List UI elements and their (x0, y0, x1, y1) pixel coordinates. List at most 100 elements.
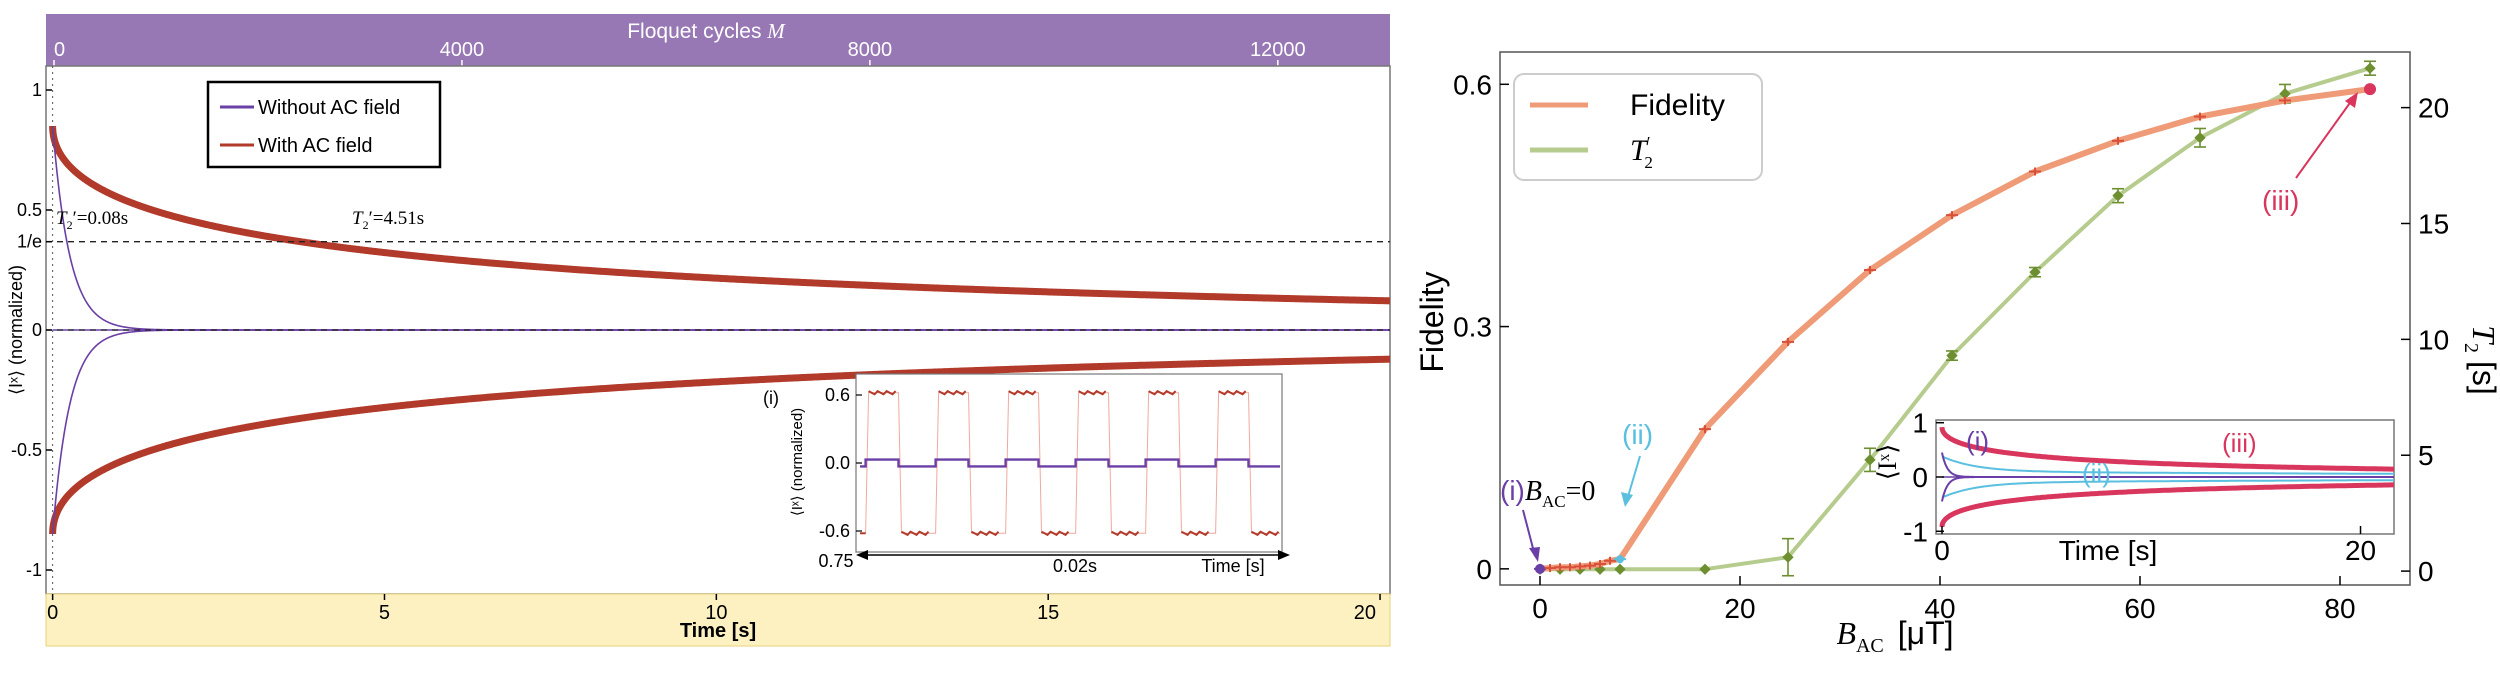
y-axis-tick-label: 0.6 (1453, 69, 1492, 100)
inset-with-ac-low (971, 530, 1000, 537)
right-inset-label-ii: (ii) (2082, 458, 2111, 488)
y-axis-tick-label: 0.3 (1453, 312, 1492, 343)
x-axis-tick-label: 0 (1532, 593, 1548, 624)
x-axis-tick-label: 20 (1354, 602, 1376, 624)
legend-label-fidelity: Fidelity (1630, 89, 1725, 122)
t2-point (2112, 190, 2124, 202)
top-axis-tick-label: 0 (54, 39, 65, 61)
inset-with-ac-high (1008, 389, 1037, 396)
left-inset-y-label: ⟨Iˣ⟩ (normalized) (789, 408, 806, 516)
legend-label-t2: T′ 2 (1630, 133, 1653, 172)
left-inset-arrow-right (1278, 550, 1290, 560)
top-axis-tick-label: 12000 (1250, 39, 1306, 61)
inset-with-ac-high (1218, 389, 1247, 396)
inset-y-tick-label: 0 (1912, 462, 1928, 493)
left-x-axis-label: Time [s] (680, 620, 756, 642)
left-chart: Floquet cycles M 0 4000 8000 12000 1 0.5 1/e 0… (6, 14, 1391, 647)
inset-y-tick-label: 1 (1912, 408, 1928, 439)
inset-curve-ii-negative (1941, 479, 2394, 499)
inset-y-tick-label: -1 (1903, 516, 1928, 547)
annotation-i-bac0: (i)BAC=0 (1500, 475, 1595, 511)
x-axis-tick-label: 20 (1724, 593, 1755, 624)
t2-point (1782, 551, 1794, 563)
left-legend: Without AC field With AC field (206, 80, 442, 169)
t2-point (1699, 563, 1711, 575)
y2-axis-tick-label: 0 (2418, 556, 2434, 587)
top-axis-tick-label: 4000 (440, 39, 485, 61)
y2-axis-tick-label: 15 (2418, 208, 2449, 239)
inset-with-ac-high (868, 389, 897, 396)
t2-point (1864, 454, 1876, 466)
inset-x-tick-label: 20 (2345, 535, 2376, 566)
y2-axis-tick-label: 10 (2418, 324, 2449, 355)
legend-label-with: With AC field (258, 135, 372, 157)
right-annotations: (i)BAC=0 (ii) (iii) (1500, 92, 2358, 562)
right-y2-axis-label: T2[s] (2460, 325, 2500, 395)
inset-y-tick-label: 0.6 (825, 385, 850, 405)
right-inset-x-label: Time [s] (2059, 535, 2158, 566)
marker-iii (2364, 83, 2376, 96)
annotation-iii: (iii) (2262, 185, 2299, 216)
inset-with-ac-high (1078, 389, 1107, 396)
with-ac-curve-negative (49, 355, 1390, 536)
x-axis-tick-label: 60 (2124, 593, 2155, 624)
right-y-axis-label: Fidelity (1414, 271, 1450, 372)
y-axis-tick-label: 1 (32, 80, 42, 100)
top-axis-band (46, 14, 1390, 66)
inset-with-ac-low (901, 530, 930, 537)
y-axis-tick-label: 0 (32, 320, 42, 340)
annotation-ii: (ii) (1622, 419, 1653, 450)
y-axis-tick-label: 0 (1476, 554, 1492, 585)
annotation-iii-arrowhead (2345, 92, 2358, 108)
t2-point (1946, 349, 1958, 362)
inset-curve-iii-positive (1939, 426, 2394, 472)
left-inset: (i) 0.6 0.0 -0.6 ⟨Iˣ⟩ (normalized) 0.75 0.… (763, 373, 1290, 576)
x-axis-tick-label: 80 (2324, 593, 2355, 624)
t2-point (2364, 62, 2376, 74)
y2-axis-tick-label: 20 (2418, 93, 2449, 124)
top-axis-tick-label: 8000 (848, 39, 893, 61)
right-legend: Fidelity T′ 2 (1513, 73, 1763, 181)
top-axis-title: Floquet cycles M (627, 19, 786, 43)
legend-label-without: Without AC field (258, 97, 400, 119)
y-axis-tick-label: 1/e (17, 232, 42, 252)
y-axis-tick-label: 0.5 (17, 200, 42, 220)
x-axis-tick-label: 0 (47, 602, 58, 624)
annotation-iii-arrow (2295, 99, 2353, 179)
t2-point (1614, 563, 1626, 575)
left-inset-frame (855, 373, 1283, 553)
bottom-axis-band (45, 593, 1391, 647)
left-y-axis-label: ⟨Iˣ⟩ (normalized) (6, 265, 26, 395)
y-axis-tick-label: -1 (26, 560, 42, 580)
left-inset-x-label: Time [s] (1201, 556, 1264, 576)
marker-ii (1616, 555, 1624, 564)
t2-point (2279, 88, 2291, 100)
t2-annotation-with: T2′=4.51s (352, 208, 424, 232)
left-inset-arrow-left (856, 550, 868, 560)
x-axis-tick-label: 10 (705, 602, 727, 624)
inset-with-ac-low (1041, 530, 1070, 537)
inset-y-tick-label: -0.6 (819, 521, 850, 541)
inset-with-ac-low (1111, 530, 1140, 537)
inset-without-ac-signal (860, 458, 1280, 468)
left-inset-x-start: 0.75 (818, 551, 853, 571)
marker-i (1535, 563, 1545, 574)
right-x-axis-label: BAC [μT] (1836, 615, 1953, 657)
annotation-i-arrowhead (1529, 547, 1540, 562)
x-axis-tick-label: 40 (1924, 593, 1955, 624)
right-inset: 10-10 20 ⟨Iˣ⟩ Time [s] (i) (ii) (iii) (1873, 408, 2395, 566)
left-inset-tag: (i) (763, 388, 779, 408)
annotation-ii-arrowhead (1621, 492, 1633, 507)
inset-with-ac-high (938, 389, 967, 396)
x-axis-tick-label: 15 (1037, 602, 1059, 624)
inset-with-ac-low (1251, 530, 1280, 537)
left-inset-span-label: 0.02s (1053, 556, 1097, 576)
inset-with-ac-transition (860, 392, 1280, 534)
with-ac-curve-positive (49, 124, 1390, 305)
annotation-ii-arrow (1626, 455, 1641, 501)
inset-curve-iii-negative (1939, 482, 2394, 528)
right-inset-label-iii: (iii) (2222, 428, 2257, 458)
inset-x-tick-label: 0 (1934, 535, 1950, 566)
t2-point (2194, 132, 2206, 144)
